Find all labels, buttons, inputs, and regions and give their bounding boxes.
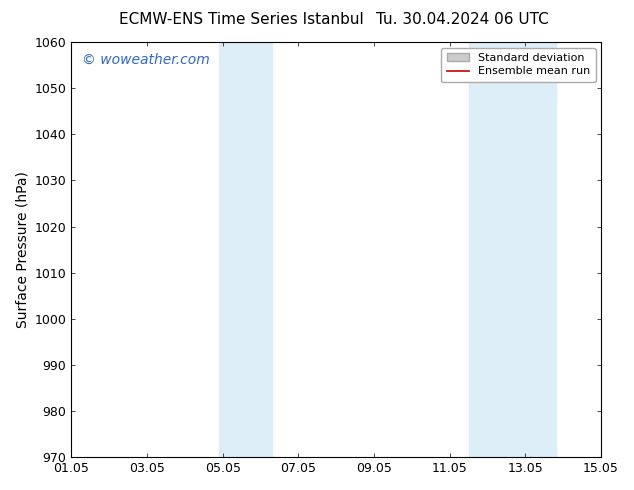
Bar — [219, 42, 272, 457]
Text: ECMW-ENS Time Series Istanbul: ECMW-ENS Time Series Istanbul — [119, 12, 363, 27]
Bar — [469, 42, 555, 457]
Text: Tu. 30.04.2024 06 UTC: Tu. 30.04.2024 06 UTC — [377, 12, 549, 27]
Y-axis label: Surface Pressure (hPa): Surface Pressure (hPa) — [15, 171, 29, 328]
Legend: Standard deviation, Ensemble mean run: Standard deviation, Ensemble mean run — [441, 48, 595, 82]
Text: © woweather.com: © woweather.com — [82, 52, 210, 67]
